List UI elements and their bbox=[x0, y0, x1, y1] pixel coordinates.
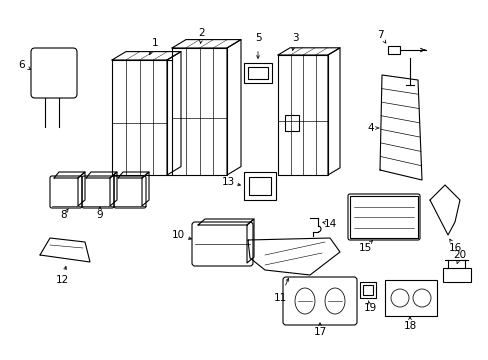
Bar bbox=[278, 55, 327, 175]
Bar bbox=[248, 177, 270, 195]
Bar bbox=[442, 268, 470, 282]
Text: 1: 1 bbox=[151, 38, 158, 48]
Text: 19: 19 bbox=[363, 303, 376, 313]
Bar bbox=[244, 63, 271, 83]
Bar bbox=[359, 282, 375, 298]
Text: 9: 9 bbox=[97, 210, 103, 220]
Bar bbox=[285, 115, 298, 131]
Text: 14: 14 bbox=[323, 219, 336, 229]
Text: 7: 7 bbox=[376, 30, 383, 40]
Text: 17: 17 bbox=[313, 327, 326, 337]
Text: 12: 12 bbox=[55, 275, 68, 285]
Text: 16: 16 bbox=[447, 243, 461, 253]
Text: 15: 15 bbox=[358, 243, 371, 253]
Bar bbox=[384, 280, 436, 316]
Bar bbox=[244, 172, 275, 200]
Text: 20: 20 bbox=[452, 250, 466, 260]
Text: 8: 8 bbox=[61, 210, 67, 220]
Text: 4: 4 bbox=[367, 123, 373, 133]
Text: 6: 6 bbox=[19, 60, 25, 70]
Text: 5: 5 bbox=[254, 33, 261, 43]
Text: 2: 2 bbox=[198, 28, 205, 38]
Text: 3: 3 bbox=[291, 33, 298, 43]
Bar bbox=[362, 285, 372, 295]
Text: 11: 11 bbox=[273, 293, 286, 303]
Bar bbox=[112, 60, 167, 175]
Text: 18: 18 bbox=[403, 321, 416, 331]
Bar bbox=[172, 48, 226, 175]
Bar bbox=[247, 67, 267, 79]
Text: 13: 13 bbox=[221, 177, 234, 187]
Text: 10: 10 bbox=[171, 230, 184, 240]
Bar bbox=[349, 196, 417, 238]
Bar bbox=[387, 46, 399, 54]
